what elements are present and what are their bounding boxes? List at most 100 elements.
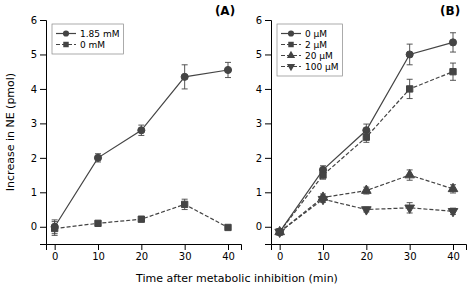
x-tick-mark bbox=[55, 244, 56, 250]
x-tick-mark bbox=[280, 244, 281, 250]
y-tick-label: 1 bbox=[31, 187, 37, 198]
y-tick-label: 4 bbox=[31, 84, 37, 95]
marker bbox=[224, 66, 231, 73]
marker bbox=[138, 127, 145, 134]
x-tick-label: 10 bbox=[92, 251, 105, 262]
error-bar bbox=[320, 171, 326, 179]
y-tick: 3 bbox=[256, 118, 271, 129]
marker bbox=[406, 51, 413, 58]
error-bar bbox=[407, 79, 413, 98]
y-tick-mark bbox=[265, 158, 271, 159]
y-tick: 1 bbox=[31, 187, 46, 198]
x-tick-label: 10 bbox=[317, 251, 330, 262]
legend-label: 20 μM bbox=[305, 51, 333, 61]
legend-entry: 2 μM bbox=[281, 40, 327, 50]
y-tick: 0 bbox=[31, 221, 46, 232]
x-axis-line bbox=[47, 245, 242, 251]
error-bar bbox=[52, 222, 58, 236]
y-axis-line bbox=[265, 21, 272, 245]
y-tick-mark bbox=[265, 123, 271, 124]
y-tick-label: 2 bbox=[31, 153, 37, 164]
legend-marker bbox=[63, 42, 68, 47]
chart: 01020304001234561.85 mM0 mM(A)Increase i… bbox=[0, 0, 474, 290]
marker bbox=[275, 229, 285, 237]
x-axis: 010203040 bbox=[272, 244, 467, 262]
marker bbox=[95, 220, 101, 226]
marker bbox=[94, 154, 101, 161]
x-axis-title: Time after metabolic inhibition (min) bbox=[135, 272, 338, 285]
marker bbox=[448, 183, 458, 191]
y-tick-label: 3 bbox=[256, 118, 262, 129]
marker bbox=[405, 170, 415, 178]
series bbox=[52, 199, 232, 235]
series-line bbox=[280, 72, 453, 232]
x-tick: 30 bbox=[179, 244, 192, 262]
marker bbox=[449, 39, 456, 46]
legend-entry: 0 mM bbox=[56, 40, 105, 50]
marker bbox=[362, 207, 372, 215]
y-tick: 5 bbox=[31, 49, 46, 60]
x-tick: 0 bbox=[277, 244, 283, 262]
error-bar bbox=[182, 199, 188, 209]
error-bar bbox=[182, 65, 188, 89]
x-tick-label: 40 bbox=[447, 251, 460, 262]
marker bbox=[362, 185, 372, 193]
y-tick-mark bbox=[265, 20, 271, 21]
marker bbox=[448, 208, 458, 216]
series bbox=[51, 62, 231, 233]
legend-label: 0 mM bbox=[80, 40, 105, 50]
x-tick: 20 bbox=[135, 244, 148, 262]
x-tick-label: 0 bbox=[277, 251, 283, 262]
x-tick-mark bbox=[228, 244, 229, 250]
x-tick-mark bbox=[366, 244, 367, 250]
panel: 01020304001234561.85 mM0 mM(A)Increase i… bbox=[4, 4, 242, 262]
y-tick-mark bbox=[40, 192, 46, 193]
y-tick-mark bbox=[265, 54, 271, 55]
y-tick: 2 bbox=[31, 153, 46, 164]
y-axis: 0123456 bbox=[31, 15, 47, 245]
panel-label: (A) bbox=[215, 4, 235, 18]
legend-entry: 0 μM bbox=[281, 29, 327, 39]
legend-box bbox=[277, 24, 343, 76]
x-tick-label: 0 bbox=[52, 251, 58, 262]
y-axis: 0123456 bbox=[256, 15, 272, 245]
error-bar bbox=[407, 44, 413, 65]
x-tick: 20 bbox=[360, 244, 373, 262]
x-tick-label: 30 bbox=[179, 251, 192, 262]
x-tick-mark bbox=[98, 244, 99, 250]
legend: 0 μM2 μM20 μM100 μM bbox=[277, 24, 343, 76]
y-tick: 5 bbox=[256, 49, 271, 60]
legend-label: 0 μM bbox=[305, 29, 327, 39]
legend-marker bbox=[288, 30, 294, 36]
legend-label: 100 μM bbox=[305, 62, 339, 72]
y-tick-label: 2 bbox=[256, 153, 262, 164]
legend-marker bbox=[287, 51, 295, 58]
x-axis: 010203040 bbox=[47, 244, 242, 262]
marker bbox=[52, 225, 58, 231]
series bbox=[277, 63, 457, 235]
legend-entry: 20 μM bbox=[281, 51, 333, 61]
y-tick-label: 5 bbox=[31, 49, 37, 60]
error-bar bbox=[225, 62, 231, 77]
y-tick-mark bbox=[265, 227, 271, 228]
y-axis-line bbox=[40, 21, 47, 245]
x-tick-mark bbox=[453, 244, 454, 250]
y-tick-mark bbox=[265, 192, 271, 193]
series-line bbox=[280, 199, 453, 232]
y-tick-mark bbox=[40, 54, 46, 55]
x-tick: 10 bbox=[317, 244, 330, 262]
marker bbox=[318, 196, 328, 204]
series bbox=[275, 170, 458, 235]
y-tick-label: 6 bbox=[256, 15, 262, 26]
error-bar bbox=[138, 217, 144, 222]
y-tick-label: 6 bbox=[31, 15, 37, 26]
y-tick-label: 4 bbox=[256, 84, 262, 95]
error-bar bbox=[95, 154, 101, 162]
x-tick-mark bbox=[141, 244, 142, 250]
y-tick-mark bbox=[40, 123, 46, 124]
legend-label: 1.85 mM bbox=[80, 29, 119, 39]
marker bbox=[138, 216, 144, 222]
marker bbox=[320, 172, 326, 178]
marker bbox=[407, 86, 413, 92]
y-tick-mark bbox=[265, 89, 271, 90]
